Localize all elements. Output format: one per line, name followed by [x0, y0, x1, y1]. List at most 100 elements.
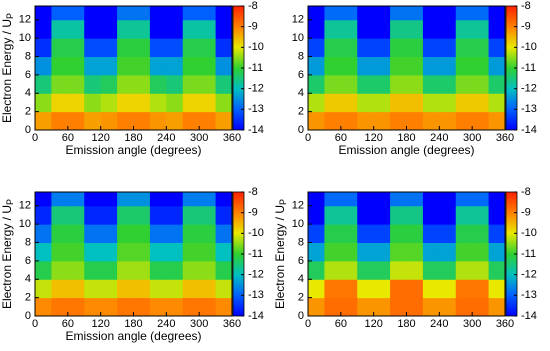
heat-cell [182, 260, 200, 280]
heat-cell [215, 38, 232, 58]
heat-cell [133, 56, 151, 76]
heat-cell [133, 297, 151, 316]
heat-cell [324, 111, 342, 130]
heat-cell [199, 111, 217, 130]
heat-cell [84, 279, 102, 299]
heat-cell [117, 19, 134, 39]
heat-cell [472, 297, 490, 316]
heat-cell [455, 205, 473, 225]
heat-cell [215, 74, 232, 94]
colorbar-tick-label: -9 [248, 207, 258, 219]
heat-cell [182, 56, 200, 76]
heat-cell [67, 38, 85, 58]
heat-cell [117, 38, 134, 58]
colorbar-tick-label: -10 [521, 227, 537, 239]
heat-cell [199, 38, 217, 58]
heat-cell [199, 205, 217, 225]
y-axis-label: Electron Energy / UP [0, 13, 15, 123]
heat-cell [373, 93, 391, 113]
heat-cell [133, 224, 151, 244]
heat-cell [455, 19, 473, 39]
colorbar-tick-label: -14 [248, 310, 264, 322]
heat-cell [324, 192, 342, 207]
colorbar-tick-label: -8 [521, 186, 531, 198]
heat-cell [215, 242, 232, 262]
colorbar-tick-label: -8 [521, 0, 531, 12]
heat-cell [51, 205, 69, 225]
x-tick-label: 120 [91, 318, 109, 330]
y-tick-label: 10 [19, 218, 31, 230]
heatmap [35, 6, 232, 130]
heat-cell [488, 192, 505, 207]
heat-cell [439, 111, 457, 130]
heat-cell [357, 38, 375, 58]
heat-cell [149, 242, 167, 262]
heat-cell [472, 6, 490, 21]
heat-cell [166, 93, 184, 113]
heat-cell [67, 192, 85, 207]
heat-cell [199, 297, 217, 316]
heat-cell [51, 297, 69, 316]
y-tick-label: 10 [19, 32, 31, 44]
heat-cell [166, 260, 184, 280]
heat-cell [373, 224, 391, 244]
colorbar-tick-label: -11 [521, 62, 536, 74]
heat-cell [51, 38, 69, 58]
heat-cell [182, 111, 200, 130]
heat-cell [117, 205, 134, 225]
heat-cell [406, 260, 424, 280]
heat-cell [308, 74, 325, 94]
heat-cell [166, 19, 184, 39]
heat-cell [488, 205, 505, 225]
x-tick-label: 240 [157, 132, 175, 144]
heat-cell [340, 279, 358, 299]
heat-cell [149, 205, 167, 225]
y-tick-label: 4 [298, 273, 304, 285]
y-tick-label: 4 [298, 87, 304, 99]
heat-cell [84, 38, 102, 58]
heat-cell [215, 297, 232, 316]
heat-cell [455, 74, 473, 94]
heat-cell [373, 74, 391, 94]
heat-cell [308, 260, 325, 280]
heat-cell [215, 279, 232, 299]
x-axis-label: Emission angle (degrees) [338, 143, 474, 157]
heat-cell [340, 242, 358, 262]
heat-cell [472, 74, 490, 94]
x-tick-label: 300 [190, 132, 208, 144]
heat-cell [390, 260, 407, 280]
x-tick-label: 300 [463, 132, 481, 144]
heat-cell [67, 19, 85, 39]
x-axis-label: Emission angle (degrees) [65, 143, 201, 157]
heat-cell [308, 224, 325, 244]
heat-cell [51, 111, 69, 130]
heat-cell [472, 242, 490, 262]
x-tick-label: 120 [364, 132, 382, 144]
heat-cell [67, 74, 85, 94]
heat-cell [488, 242, 505, 262]
heat-cell [35, 56, 52, 76]
heat-cell [35, 38, 52, 58]
heat-cell [324, 224, 342, 244]
heat-cell [324, 38, 342, 58]
y-axis-label-main: Electron Energy / U [273, 205, 287, 309]
y-axis-label: Electron Energy / UP [0, 199, 15, 309]
heat-cell [406, 6, 424, 21]
heat-cell [149, 111, 167, 130]
heat-cell [51, 242, 69, 262]
heat-cell [35, 93, 52, 113]
heat-cell [390, 93, 407, 113]
colorbar-tick-label: -13 [521, 289, 537, 301]
heat-cell [373, 19, 391, 39]
heat-cell [166, 224, 184, 244]
x-tick-label: 0 [32, 132, 38, 144]
heat-cell [406, 38, 424, 58]
heat-cell [340, 224, 358, 244]
heat-cell [51, 224, 69, 244]
y-tick-label: 10 [292, 32, 304, 44]
heat-cell [84, 205, 102, 225]
x-tick-label: 240 [430, 132, 448, 144]
heat-cell [455, 93, 473, 113]
heat-cell [422, 205, 440, 225]
heat-cell [199, 242, 217, 262]
